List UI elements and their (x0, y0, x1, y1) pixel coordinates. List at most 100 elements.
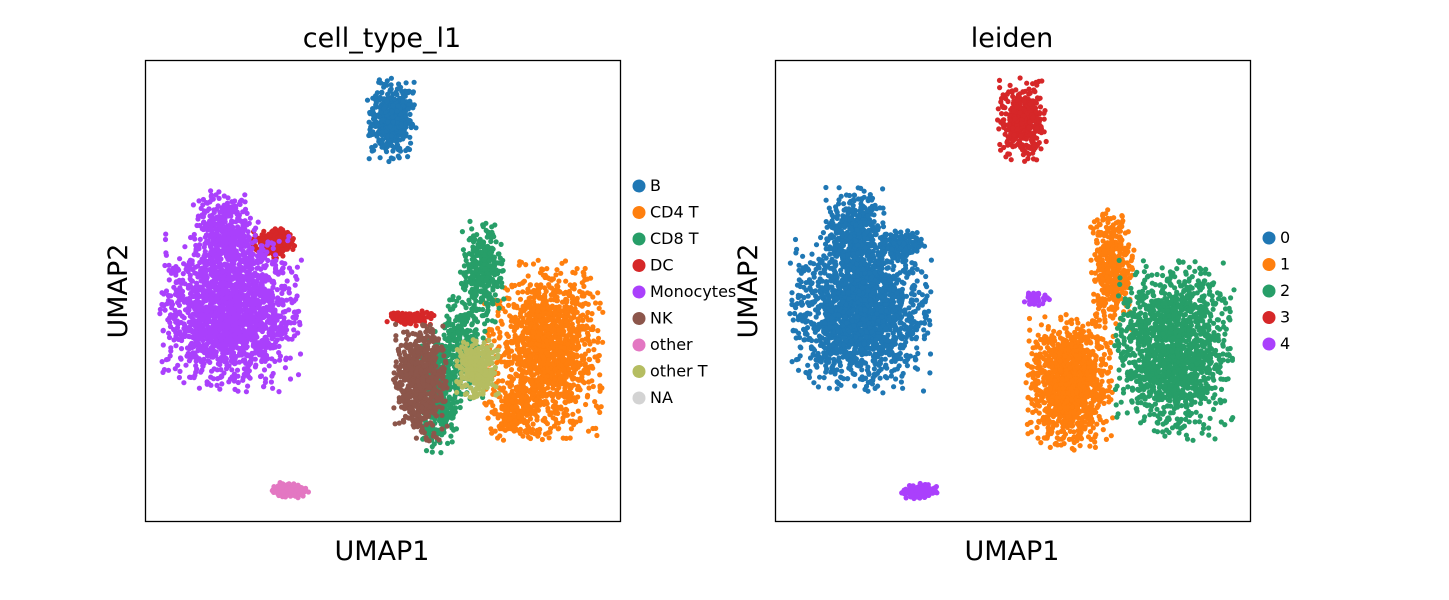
point (252, 356, 258, 362)
point (395, 142, 401, 148)
point (463, 257, 469, 264)
point (553, 272, 559, 278)
point (381, 84, 387, 90)
point (377, 104, 383, 110)
point (486, 291, 492, 297)
point (374, 120, 380, 126)
point (286, 289, 292, 295)
point (160, 328, 166, 334)
point (553, 416, 559, 422)
point (573, 398, 579, 405)
point (511, 356, 517, 362)
point (560, 435, 566, 441)
point (492, 271, 498, 277)
point (429, 449, 435, 455)
point (498, 421, 504, 427)
point (261, 355, 267, 361)
point (490, 299, 496, 305)
point (554, 294, 560, 300)
point (566, 366, 572, 372)
point (595, 328, 601, 334)
point (278, 297, 285, 303)
point (569, 334, 575, 340)
point (595, 358, 601, 364)
point (277, 234, 283, 240)
point (451, 337, 457, 344)
point (514, 305, 520, 311)
point (461, 263, 467, 269)
point (575, 339, 581, 346)
point (508, 367, 515, 373)
point (539, 436, 546, 443)
point (470, 273, 476, 279)
point (398, 111, 404, 117)
point (488, 327, 495, 333)
point (519, 394, 526, 400)
point (517, 259, 523, 265)
point (499, 321, 505, 327)
point (279, 247, 285, 253)
point (389, 143, 395, 149)
point (533, 398, 539, 404)
point (493, 239, 499, 245)
point (245, 278, 252, 284)
scatter-points (157, 75, 606, 501)
point (219, 381, 225, 387)
point (548, 292, 554, 298)
point (571, 298, 577, 305)
point (386, 158, 392, 165)
point (252, 364, 258, 370)
point (401, 93, 408, 99)
point (293, 273, 299, 280)
point (558, 313, 565, 319)
point (390, 119, 396, 125)
point (556, 289, 562, 295)
point (287, 376, 294, 382)
point (527, 353, 533, 359)
point (385, 119, 391, 125)
point (467, 218, 473, 224)
point (384, 98, 390, 104)
point (538, 326, 544, 332)
point (519, 280, 525, 286)
point (364, 97, 371, 103)
point (297, 322, 303, 328)
point (177, 311, 183, 317)
point (498, 275, 504, 281)
point (528, 411, 534, 417)
point (389, 108, 395, 115)
point (574, 354, 580, 360)
point (284, 278, 290, 284)
point (565, 321, 571, 327)
point (565, 341, 571, 347)
point (193, 323, 199, 329)
point (183, 362, 189, 368)
point (547, 412, 553, 418)
point (500, 378, 506, 384)
point (181, 299, 187, 305)
point (369, 148, 375, 154)
point (500, 268, 506, 274)
point (389, 133, 395, 139)
point (429, 311, 435, 318)
point (369, 123, 375, 129)
point (471, 260, 477, 267)
point (388, 75, 394, 81)
point (558, 404, 564, 410)
point (500, 406, 507, 412)
point (280, 253, 286, 259)
point (273, 257, 279, 264)
point (495, 297, 501, 304)
point (207, 302, 213, 309)
point (594, 432, 600, 439)
point (486, 282, 492, 288)
point (237, 350, 243, 356)
point (562, 337, 568, 343)
point (282, 365, 288, 371)
series-cd4-t (481, 257, 606, 443)
point (469, 321, 475, 327)
point (388, 86, 394, 92)
point (377, 155, 383, 161)
point (261, 322, 267, 328)
point (482, 328, 488, 334)
